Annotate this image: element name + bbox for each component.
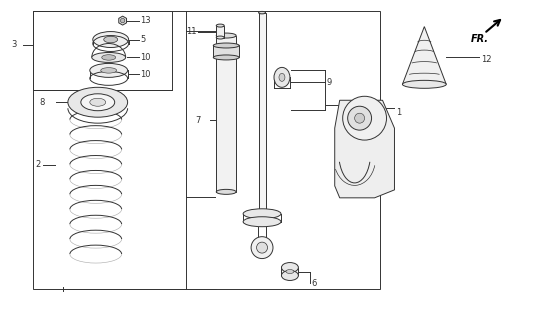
Ellipse shape xyxy=(286,269,294,274)
Circle shape xyxy=(120,19,125,23)
Ellipse shape xyxy=(102,55,116,60)
Text: 8: 8 xyxy=(40,98,45,107)
Ellipse shape xyxy=(93,32,128,47)
Ellipse shape xyxy=(258,12,265,14)
Ellipse shape xyxy=(281,270,299,280)
Ellipse shape xyxy=(217,36,224,39)
Ellipse shape xyxy=(217,24,224,27)
Ellipse shape xyxy=(217,189,236,194)
Text: 7: 7 xyxy=(195,116,200,125)
Ellipse shape xyxy=(403,80,446,88)
Ellipse shape xyxy=(213,55,239,60)
Text: 10: 10 xyxy=(140,53,151,62)
Circle shape xyxy=(251,237,273,259)
Text: 11: 11 xyxy=(186,27,196,36)
Ellipse shape xyxy=(81,94,115,111)
Circle shape xyxy=(348,106,372,130)
Text: 4: 4 xyxy=(354,101,359,110)
Polygon shape xyxy=(119,16,127,25)
Ellipse shape xyxy=(104,36,118,43)
Circle shape xyxy=(343,96,386,140)
Ellipse shape xyxy=(243,217,281,227)
Bar xyxy=(258,13,265,215)
Text: FR.: FR. xyxy=(471,34,489,44)
Circle shape xyxy=(355,113,364,123)
Ellipse shape xyxy=(92,52,126,62)
Ellipse shape xyxy=(274,68,290,87)
Polygon shape xyxy=(403,27,446,84)
Bar xyxy=(33,11,172,90)
Bar xyxy=(213,45,239,58)
Polygon shape xyxy=(335,100,394,198)
Text: 10: 10 xyxy=(140,70,151,79)
Ellipse shape xyxy=(101,68,116,73)
Text: 13: 13 xyxy=(140,16,151,25)
Text: 3: 3 xyxy=(11,40,16,49)
Ellipse shape xyxy=(281,262,299,273)
Ellipse shape xyxy=(243,209,281,219)
Text: 5: 5 xyxy=(140,35,146,44)
Text: 9: 9 xyxy=(327,78,332,87)
Ellipse shape xyxy=(279,73,285,81)
Circle shape xyxy=(257,242,268,253)
Bar xyxy=(217,36,236,192)
Text: 2: 2 xyxy=(36,160,41,170)
Ellipse shape xyxy=(213,43,239,48)
Ellipse shape xyxy=(90,98,106,106)
Ellipse shape xyxy=(217,33,236,38)
Text: 1: 1 xyxy=(397,108,401,117)
Ellipse shape xyxy=(68,87,128,117)
Bar xyxy=(33,11,380,289)
Text: 12: 12 xyxy=(481,55,492,64)
Text: 6: 6 xyxy=(312,279,317,288)
Bar xyxy=(217,26,224,37)
Ellipse shape xyxy=(90,63,128,77)
